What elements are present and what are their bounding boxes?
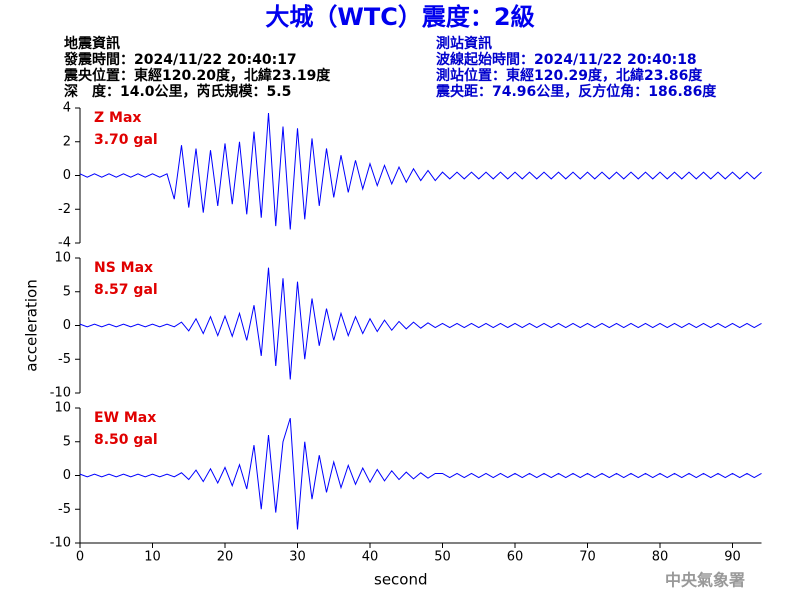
info-line: 深 度：14.0公里，芮氏規模：5.5: [64, 83, 291, 100]
info-line: 震央距：74.96公里，反方位角：186.86度: [435, 83, 717, 100]
y-tick-label: 0: [63, 468, 71, 483]
x-tick-label: 0: [76, 550, 84, 565]
x-axis-label: second: [374, 571, 428, 589]
y-tick-label: -10: [50, 536, 71, 551]
waveform: [79, 113, 762, 230]
y-tick-label: -4: [58, 236, 71, 251]
y-tick-label: 5: [63, 434, 71, 449]
info-line: 震央位置：東經120.20度，北緯23.19度: [63, 67, 331, 84]
info-line: 測站位置：東經120.29度，北緯23.86度: [436, 67, 703, 84]
info-line: 波線起始時間：2024/11/22 20:40:18: [436, 51, 697, 68]
info-line: 測站資訊: [436, 35, 492, 52]
y-tick-label: 10: [54, 251, 71, 266]
annotation: Z Max: [94, 110, 141, 126]
y-tick-label: 5: [63, 284, 71, 299]
x-tick-label: 60: [507, 550, 524, 565]
x-tick-label: 80: [652, 550, 669, 565]
x-tick-label: 10: [144, 550, 161, 565]
annotation: 3.70 gal: [94, 132, 158, 148]
footer: 中央氣象署: [665, 571, 745, 590]
y-tick-label: 0: [63, 168, 71, 183]
chart-title: 大城（WTC）震度：2級: [265, 3, 534, 31]
annotation: NS Max: [94, 260, 153, 276]
y-axis-label: acceleration: [23, 279, 41, 371]
x-tick-label: 20: [217, 550, 234, 565]
annotation: EW Max: [94, 410, 156, 426]
y-tick-label: 10: [54, 401, 71, 416]
x-tick-label: 70: [579, 550, 596, 565]
y-tick-label: 4: [63, 101, 71, 116]
info-line: 地震資訊: [64, 35, 120, 52]
x-tick-label: 90: [724, 550, 741, 565]
waveform: [79, 417, 762, 530]
annotation: 8.50 gal: [94, 432, 158, 448]
y-tick-label: -5: [58, 502, 71, 517]
x-tick-label: 40: [362, 550, 379, 565]
waveform: [79, 267, 762, 380]
x-tick-label: 30: [289, 550, 306, 565]
info-line: 發震時間：2024/11/22 20:40:17: [63, 51, 297, 68]
annotation: 8.57 gal: [94, 282, 158, 298]
y-tick-label: -2: [58, 202, 71, 217]
y-tick-label: -5: [58, 352, 71, 367]
x-tick-label: 50: [434, 550, 451, 565]
y-tick-label: 2: [63, 134, 71, 149]
y-tick-label: -10: [50, 386, 71, 401]
y-tick-label: 0: [63, 318, 71, 333]
